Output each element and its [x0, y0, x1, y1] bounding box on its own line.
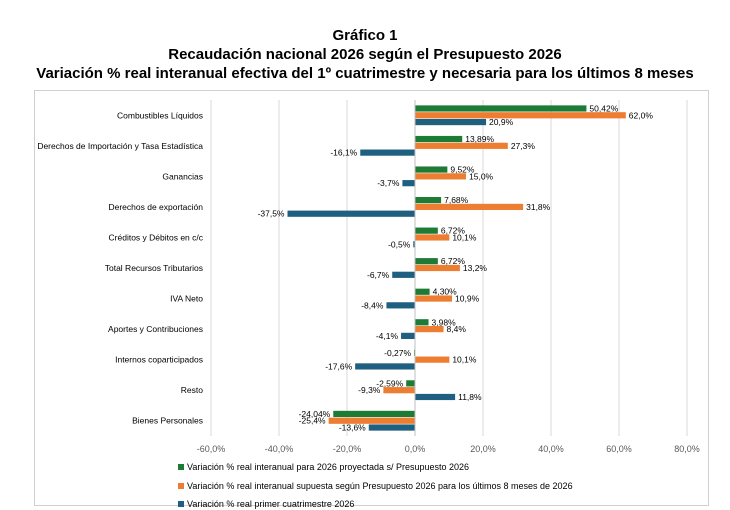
- bar: [415, 135, 463, 143]
- legend-swatch-green: [178, 464, 184, 470]
- bar: [360, 149, 415, 156]
- bar: [415, 264, 460, 272]
- chart-title-number: Gráfico 1: [332, 27, 398, 44]
- data-label: 20,9%: [489, 117, 514, 127]
- x-tick-label: -20,0%: [333, 444, 362, 454]
- x-tick-label: 60,0%: [606, 444, 632, 454]
- data-label: -16,1%: [330, 148, 357, 158]
- bar: [415, 166, 448, 173]
- data-label: -3,7%: [377, 178, 400, 188]
- data-label: 8,4%: [447, 324, 467, 334]
- bar: [383, 387, 415, 394]
- legend-swatch-blue: [178, 501, 184, 507]
- bar: [415, 295, 453, 302]
- chart-frame: [34, 90, 709, 506]
- data-label: 4,30%: [433, 287, 458, 297]
- x-tick-label: 0,0%: [405, 444, 426, 454]
- data-label: -25,4%: [299, 416, 326, 426]
- data-label: -9,3%: [358, 385, 381, 395]
- data-label: -4,1%: [376, 331, 399, 341]
- category-label: Aportes y Contribuciones: [108, 324, 203, 334]
- data-label: 6,72%: [441, 256, 466, 266]
- data-label: 10,1%: [452, 355, 477, 365]
- bar: [415, 288, 430, 295]
- x-tick-label: -40,0%: [265, 444, 294, 454]
- data-label: 10,1%: [452, 232, 477, 242]
- chart-title: Recaudación nacional 2026 según el Presu…: [168, 46, 562, 63]
- bar: [415, 105, 587, 112]
- data-label: 9,52%: [450, 165, 475, 175]
- data-label: -37,5%: [258, 209, 285, 219]
- data-label: 11,8%: [458, 392, 482, 402]
- bar: [415, 173, 466, 180]
- legend-label-projected: Variación % real interanual para 2026 pr…: [187, 462, 470, 472]
- data-label: 6,72%: [441, 226, 466, 236]
- data-label: 13,2%: [463, 263, 488, 273]
- chart-subtitle: Variación % real interanual efectiva del…: [36, 65, 694, 82]
- bar: [415, 203, 524, 211]
- bar: [415, 325, 444, 333]
- category-label: Resto: [181, 385, 203, 395]
- data-label: 62,0%: [629, 110, 654, 120]
- data-label: -0,5%: [388, 239, 411, 249]
- data-label: -2,59%: [376, 378, 403, 388]
- x-tick-label: 20,0%: [470, 444, 496, 454]
- data-label: 15,0%: [469, 171, 494, 181]
- bar: [415, 142, 508, 149]
- bar: [287, 210, 415, 217]
- x-tick-label: 40,0%: [538, 444, 564, 454]
- data-label: -13,6%: [339, 423, 366, 433]
- data-label: -0,27%: [384, 348, 411, 358]
- bar: [328, 417, 415, 424]
- bar: [415, 112, 626, 119]
- category-label: Ganancias: [162, 171, 203, 181]
- category-label: Derechos de exportación: [108, 202, 203, 212]
- bar: [415, 258, 438, 265]
- category-label: Total Recursos Tributarios: [105, 263, 203, 273]
- bar: [415, 319, 429, 326]
- data-label: 10,9%: [455, 294, 480, 304]
- category-label: Derechos de Importación y Tasa Estadísti…: [37, 141, 203, 151]
- x-tick-label: 80,0%: [674, 444, 700, 454]
- data-label: 7,68%: [444, 195, 469, 205]
- legend-label-first-quarter: Variación % real primer cuatrimestre 202…: [187, 499, 355, 509]
- data-label: -24,04%: [299, 409, 331, 419]
- bar: [415, 118, 487, 126]
- data-label: 13,89%: [465, 134, 494, 144]
- data-label: 27,3%: [511, 141, 536, 151]
- data-label: -17,6%: [325, 361, 352, 371]
- legend-swatch-orange: [178, 483, 184, 489]
- bar: [402, 180, 415, 187]
- x-tick-label: -60,0%: [197, 444, 226, 454]
- data-label: -6,7%: [367, 270, 390, 280]
- bar: [415, 356, 450, 363]
- data-label: 3,98%: [432, 317, 457, 327]
- category-label: Bienes Personales: [132, 416, 203, 426]
- category-label: Combustibles Líquidos: [117, 110, 203, 120]
- bar: [386, 302, 415, 309]
- bar: [401, 332, 415, 339]
- legend-label-required: Variación % real interanual supuesta seg…: [187, 481, 573, 491]
- bar: [415, 227, 438, 234]
- bar: [392, 271, 415, 278]
- bar: [415, 197, 442, 204]
- bar: [413, 241, 415, 248]
- bar: [333, 410, 415, 418]
- bar: [415, 393, 456, 401]
- data-label: -8,4%: [361, 300, 384, 310]
- category-label: IVA Neto: [170, 294, 203, 304]
- data-label: 50,42%: [589, 103, 618, 113]
- bar: [415, 234, 450, 241]
- bar: [355, 363, 415, 370]
- category-label: Internos coparticipados: [115, 355, 203, 365]
- bar: [368, 424, 415, 431]
- category-label: Créditos y Débitos en c/c: [109, 232, 204, 242]
- data-label: 31,8%: [526, 202, 551, 212]
- chart-title-block: Gráfico 1 Recaudación nacional 2026 segú…: [0, 26, 730, 83]
- bar: [406, 380, 415, 387]
